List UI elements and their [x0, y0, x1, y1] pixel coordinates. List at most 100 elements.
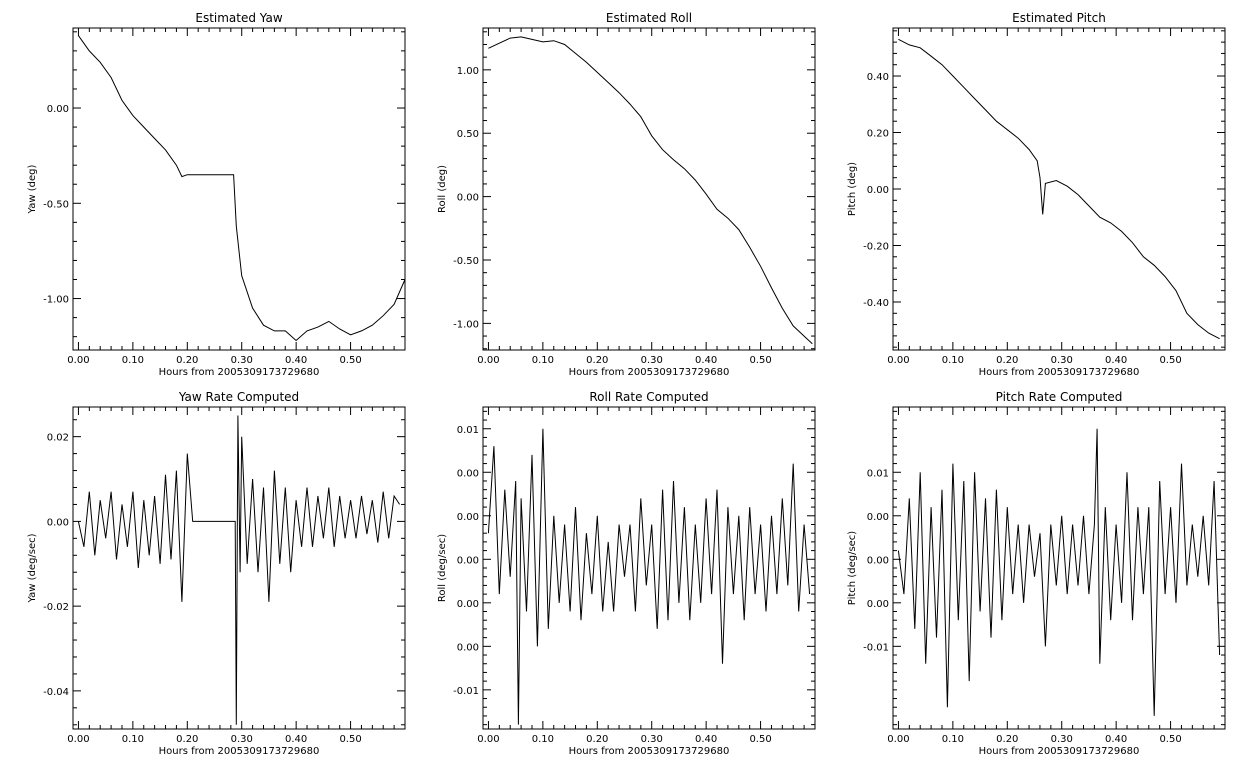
y-tick-label: -1.00 [453, 319, 479, 330]
x-tick-label: 0.30 [1051, 355, 1073, 366]
x-tick-label: 0.00 [887, 734, 909, 745]
x-tick-label: 0.20 [586, 734, 608, 745]
x-tick-label: 0.40 [285, 734, 307, 745]
y-tick-label: 0.01 [457, 425, 479, 436]
y-tick-label: 0.01 [867, 468, 889, 479]
y-tick-label: 1.00 [457, 66, 479, 77]
x-tick-label: 0.20 [176, 355, 198, 366]
y-tick-label: 0.00 [457, 642, 479, 653]
chart-title: Estimated Roll [606, 11, 692, 25]
y-tick-label: -1.00 [43, 295, 69, 306]
plot-frame [72, 27, 406, 351]
y-tick-label: 0.00 [457, 468, 479, 479]
x-tick-label: 0.50 [339, 355, 361, 366]
x-tick-label: 0.10 [942, 355, 964, 366]
y-tick-label: 0.00 [457, 512, 479, 523]
x-tick-label: 0.40 [695, 355, 717, 366]
x-tick-label: 0.20 [996, 355, 1018, 366]
x-axis-label: Hours from 2005309173729680 [569, 746, 730, 757]
series-line-1 [77, 415, 401, 725]
y-tick-label: -0.40 [863, 298, 889, 309]
plot-frame [892, 406, 1226, 730]
y-tick-label: 0.00 [867, 185, 889, 196]
y-tick-label: 0.20 [867, 129, 889, 140]
y-tick-label: 0.00 [867, 555, 889, 566]
chart-panel-2: Estimated Roll 0.00 0.10 0.20 0.30 0.40 0.50 Ho… [437, 11, 816, 378]
x-tick-label: 0.50 [339, 734, 361, 745]
plot-frame [892, 27, 1226, 351]
chart-panel-6: Pitch Rate Computed 0.00 0.10 0.20 0.30 0.40 0… [847, 390, 1226, 757]
x-tick-label: 0.40 [285, 355, 307, 366]
y-axis-label: Roll (deg/sec) [437, 534, 448, 602]
x-axis-label: Hours from 2005309173729680 [979, 746, 1140, 757]
x-tick-label: 0.50 [749, 355, 771, 366]
plot-frame [482, 27, 816, 351]
x-tick-label: 0.30 [231, 355, 253, 366]
y-tick-label: 0.00 [457, 555, 479, 566]
y-tick-label: 0.00 [457, 599, 479, 610]
x-axis-label: Hours from 2005309173729680 [159, 746, 320, 757]
y-tick-label: 0.00 [47, 104, 69, 115]
x-tick-label: 0.40 [1105, 355, 1127, 366]
x-axis-label: Hours from 2005309173729680 [979, 367, 1140, 378]
x-axis-label: Hours from 2005309173729680 [159, 367, 320, 378]
chart-panel-3: Estimated Pitch 0.00 0.10 0.20 0.30 0.40 0.50 H… [847, 11, 1226, 378]
series-line-1 [487, 428, 811, 725]
y-tick-label: -0.50 [453, 256, 479, 267]
x-tick-label: 0.20 [586, 355, 608, 366]
y-tick-label: 0.00 [867, 512, 889, 523]
series-line-1 [77, 35, 406, 342]
series-line-1 [488, 36, 813, 345]
x-tick-label: 0.10 [122, 355, 144, 366]
x-tick-label: 0.20 [996, 734, 1018, 745]
chart-panel-1: Estimated Yaw 0.00 0.10 0.20 0.30 0.40 0.50 Hou… [27, 11, 406, 378]
x-tick-label: 0.00 [67, 734, 89, 745]
y-tick-label: 0.50 [457, 129, 479, 140]
x-tick-label: 0.50 [749, 734, 771, 745]
chart-title: Estimated Yaw [195, 11, 282, 25]
y-tick-label: 0.00 [457, 193, 479, 204]
x-tick-label: 0.00 [477, 734, 499, 745]
y-tick-label: -0.01 [863, 642, 889, 653]
x-tick-label: 0.50 [1159, 355, 1181, 366]
x-tick-label: 0.50 [1159, 734, 1181, 745]
series-line-1 [898, 38, 1220, 340]
x-tick-label: 0.20 [176, 734, 198, 745]
y-axis-label: Yaw (deg/sec) [27, 533, 38, 603]
chart-title: Yaw Rate Computed [178, 390, 299, 404]
y-tick-label: -0.01 [453, 686, 479, 697]
x-tick-label: 0.40 [1105, 734, 1127, 745]
x-tick-label: 0.00 [67, 355, 89, 366]
y-tick-label: 0.40 [867, 72, 889, 83]
y-axis-label: Pitch (deg) [847, 162, 858, 216]
y-tick-label: 0.02 [47, 433, 69, 444]
series-line-1 [897, 428, 1221, 716]
y-axis-label: Yaw (deg) [27, 164, 38, 214]
x-tick-label: 0.00 [887, 355, 909, 366]
chart-panel-4: Yaw Rate Computed 0.00 0.10 0.20 0.30 0.40 0.5… [27, 390, 406, 757]
y-tick-label: 0.00 [867, 599, 889, 610]
x-tick-label: 0.10 [532, 734, 554, 745]
chart-panel-5: Roll Rate Computed 0.00 0.10 0.20 0.30 0.40 0.… [437, 390, 816, 757]
x-tick-label: 0.10 [942, 734, 964, 745]
plot-frame [482, 406, 816, 730]
x-tick-label: 0.30 [231, 734, 253, 745]
y-tick-label: -0.50 [43, 199, 69, 210]
x-tick-label: 0.00 [477, 355, 499, 366]
x-tick-label: 0.30 [641, 734, 663, 745]
x-tick-label: 0.10 [532, 355, 554, 366]
y-axis-label: Roll (deg) [437, 165, 448, 213]
y-tick-label: -0.02 [43, 602, 69, 613]
plot-frame [72, 406, 406, 730]
y-tick-label: 0.00 [47, 517, 69, 528]
chart-title: Estimated Pitch [1012, 11, 1106, 25]
x-tick-label: 0.30 [1051, 734, 1073, 745]
x-tick-label: 0.10 [122, 734, 144, 745]
x-tick-label: 0.40 [695, 734, 717, 745]
y-axis-label: Pitch (deg/sec) [847, 531, 858, 606]
chart-title: Pitch Rate Computed [996, 390, 1123, 404]
y-tick-label: -0.04 [43, 687, 69, 698]
x-axis-label: Hours from 2005309173729680 [569, 367, 730, 378]
x-tick-label: 0.30 [641, 355, 663, 366]
chart-title: Roll Rate Computed [589, 390, 708, 404]
